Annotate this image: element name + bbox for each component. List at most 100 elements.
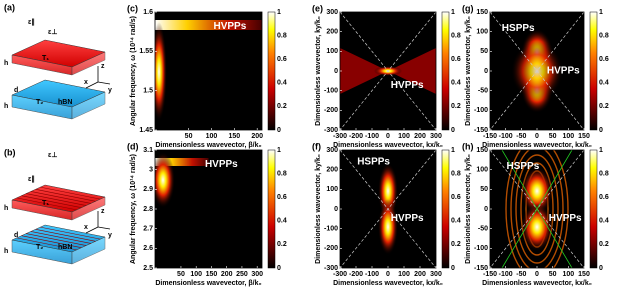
x-tick-label: -300 bbox=[333, 133, 347, 140]
cone-line bbox=[501, 150, 573, 268]
colorbar bbox=[267, 149, 276, 269]
x-label: x bbox=[84, 79, 88, 86]
stripe bbox=[21, 235, 82, 249]
x-tick-label: 300 bbox=[251, 271, 263, 278]
stripe bbox=[35, 228, 96, 242]
layer-bottom: T₂ bbox=[36, 99, 43, 106]
x-tick-label: 200 bbox=[221, 271, 233, 278]
stripe bbox=[30, 191, 91, 204]
x-tick-label: 100 bbox=[398, 271, 410, 278]
y-tick-label: 1.5 bbox=[143, 88, 153, 95]
colorbar-tick-label: 0 bbox=[599, 265, 603, 272]
slab bbox=[11, 39, 106, 76]
x-tick-label: 0 bbox=[535, 133, 539, 140]
colorbar-tick-label: 0.6 bbox=[599, 56, 609, 63]
x-axis-label: Dimensionless wavevector, β/k₀ bbox=[155, 280, 261, 287]
y-axis-label: Dimensionless wavevector, ky/k₀ bbox=[465, 16, 472, 126]
layer-top: T₁ bbox=[42, 200, 49, 207]
y-axis-label: Dimensionless wavevector, ky/k₀ bbox=[315, 154, 322, 264]
h-bottom: h bbox=[4, 103, 8, 110]
colorbar-tick-label: 0 bbox=[599, 127, 603, 134]
x-axis-label: Dimensionless wavevector, kx/k₀ bbox=[333, 142, 443, 149]
y-tick-label: -100 bbox=[324, 226, 338, 233]
panel-label: (c) bbox=[127, 3, 138, 13]
x-tick-label: 150 bbox=[578, 271, 590, 278]
slab-side bbox=[71, 91, 106, 120]
y-tick-label: -300 bbox=[324, 127, 338, 134]
x-tick-label: -100 bbox=[365, 133, 379, 140]
x-tick-label: 150 bbox=[206, 271, 218, 278]
y-tick-label: 200 bbox=[326, 167, 338, 174]
plot-frame bbox=[154, 11, 263, 131]
colorbar-tick-label: 0.8 bbox=[277, 170, 287, 177]
axis-x bbox=[85, 81, 99, 89]
annotation: HSPPs bbox=[357, 156, 390, 167]
y-tick-label: 50 bbox=[480, 48, 488, 55]
x-axis-label: Dimensionless wavevector, kx/k₀ bbox=[333, 280, 443, 287]
glow bbox=[521, 167, 553, 215]
y-tick-label: -100 bbox=[474, 245, 488, 252]
y-tick-label: 1.45 bbox=[139, 127, 153, 134]
panel-label: (b) bbox=[4, 147, 16, 157]
x-tick-label: 300 bbox=[430, 271, 442, 278]
epsilon-perp: ε⊥ bbox=[48, 28, 57, 36]
epsilon-parallel: ε∥ bbox=[28, 18, 35, 26]
cone bbox=[388, 48, 436, 94]
y-tick-label: 2.5 bbox=[143, 265, 153, 272]
colorbar-tick-label: 0.2 bbox=[451, 103, 461, 110]
slab bbox=[11, 79, 106, 120]
y-tick-label: 100 bbox=[326, 48, 338, 55]
colorbar-tick-label: 0.6 bbox=[277, 56, 287, 63]
x-tick-label: -200 bbox=[349, 271, 363, 278]
y-axis-label: Angular frequency, ω (10¹⁴ rad/s) bbox=[130, 16, 137, 126]
colorbar-tick-label: 0.4 bbox=[451, 218, 461, 225]
colorbar bbox=[441, 11, 450, 131]
y-tick-label: 150 bbox=[476, 147, 488, 154]
colorbar-tick-label: 0.8 bbox=[599, 32, 609, 39]
x-tick-label: 250 bbox=[236, 271, 248, 278]
axis-x bbox=[85, 226, 99, 234]
slab-side bbox=[71, 51, 106, 76]
colorbar-tick-label: 0.4 bbox=[599, 80, 609, 87]
heatmap bbox=[340, 12, 436, 130]
fringe bbox=[510, 150, 564, 268]
y-tick-label: 200 bbox=[326, 29, 338, 36]
colorbar bbox=[441, 149, 450, 269]
gap-d: d bbox=[14, 87, 18, 94]
colorbar-tick-label: 1 bbox=[277, 147, 281, 154]
annotation: HSPPs bbox=[502, 23, 535, 34]
stripe bbox=[40, 226, 101, 240]
colorbar-tick-label: 0 bbox=[451, 265, 455, 272]
slab bbox=[11, 184, 106, 221]
x-tick-label: -100 bbox=[499, 271, 513, 278]
band bbox=[155, 20, 262, 30]
stripe bbox=[16, 197, 77, 211]
y-tick-label: -200 bbox=[324, 245, 338, 252]
annotation: HVPPs bbox=[549, 213, 582, 224]
x-tick-label: 50 bbox=[549, 133, 557, 140]
heatmap-bg bbox=[155, 12, 262, 130]
x-tick-label: 100 bbox=[206, 133, 218, 140]
annotation: HVPPs bbox=[214, 21, 247, 32]
colorbar-tick-label: 0.2 bbox=[451, 241, 461, 248]
colorbar-tick-label: 1 bbox=[277, 9, 281, 16]
x-axis-label: Dimensionless wavevector, kx/k₀ bbox=[482, 142, 592, 149]
colorbar-tick-label: 0.6 bbox=[451, 194, 461, 201]
y-tick-label: 50 bbox=[480, 186, 488, 193]
x-tick-label: 300 bbox=[430, 133, 442, 140]
colorbar-tick-label: 0.4 bbox=[451, 80, 461, 87]
x-tick-label: 50 bbox=[549, 271, 557, 278]
x-tick-label: 50 bbox=[185, 133, 193, 140]
y-axis-label: Dimensionless wavevector, ky/k₀ bbox=[465, 154, 472, 264]
y-tick-label: 150 bbox=[476, 9, 488, 16]
stripe bbox=[30, 231, 91, 244]
glow bbox=[378, 199, 398, 255]
x-tick-label: 100 bbox=[562, 271, 574, 278]
colorbar-tick-label: 0.6 bbox=[451, 56, 461, 63]
y-tick-label: -50 bbox=[478, 88, 488, 95]
colorbar-tick-label: 1 bbox=[451, 147, 455, 154]
panel-label: (a) bbox=[4, 2, 15, 12]
annotation: HSPPs bbox=[507, 161, 540, 172]
x-tick-label: -100 bbox=[499, 133, 513, 140]
stripe bbox=[35, 188, 96, 202]
